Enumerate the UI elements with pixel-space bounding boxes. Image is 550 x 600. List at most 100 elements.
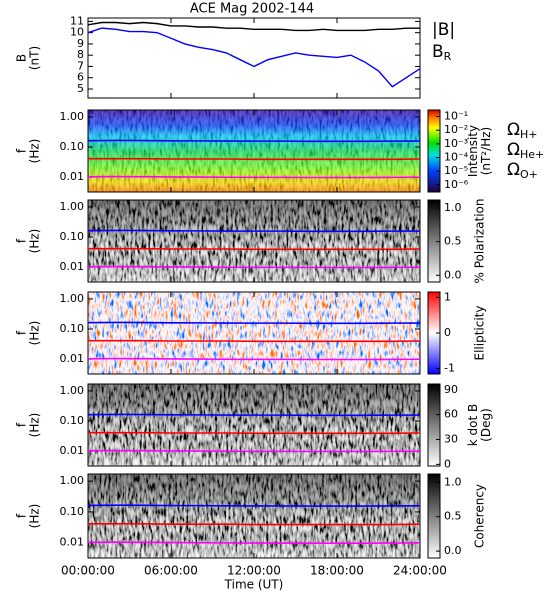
data-line <box>88 247 421 251</box>
x-tick-label: 24:00:00 <box>393 564 447 578</box>
spectrogram <box>88 474 420 558</box>
spectrogram-noise <box>88 292 420 374</box>
data-line <box>87 229 421 233</box>
colorbar <box>427 473 441 559</box>
colorbar-tick-label: 0.5 <box>444 235 462 248</box>
data-line <box>87 21 420 32</box>
colorbar-tick-label: 10⁻¹ <box>444 110 468 123</box>
colorbar-tick-label: 10⁻⁴ <box>444 151 469 164</box>
data-line <box>87 175 421 179</box>
y-tick-label: 0.01 <box>60 536 85 549</box>
colorbar-tick-label: 1.0 <box>444 475 462 488</box>
colorbar <box>427 109 441 193</box>
data-line <box>87 139 421 143</box>
data-line <box>88 157 421 161</box>
y-tick-label: 10 <box>70 26 84 39</box>
colorbar-tick-label: 0.0 <box>444 544 462 557</box>
y-tick-label: 1.00 <box>60 110 85 123</box>
y-tick-label: 6 <box>77 71 84 84</box>
colorbar-tick-label: 0.0 <box>444 268 462 281</box>
y-axis-label: f <box>15 422 29 427</box>
data-line <box>87 265 421 269</box>
legend-label: ΩO+ <box>507 160 538 181</box>
y-axis-label: f <box>15 238 29 243</box>
colorbar-tick-label: 1 <box>444 290 451 303</box>
colorbar-label: (Deg) <box>479 408 493 442</box>
y-axis-label: (Hz) <box>28 229 42 254</box>
x-axis-label: Time (UT) <box>224 578 284 592</box>
y-tick-label: 1.00 <box>60 200 85 213</box>
y-tick-label: 1.00 <box>60 474 85 487</box>
panel: 1.000.100.01f (Hz)ΩH+ΩHe+ΩO+10⁻¹10⁻²10⁻³1… <box>15 109 544 193</box>
spectrogram <box>88 384 420 466</box>
chart-title: ACE Mag 2002-144 <box>190 2 314 17</box>
panel: 1.00 0.10 0.01 f (Hz) 90 60 30 0 k dot B (Deg) <box>15 383 494 471</box>
spectrogram <box>88 200 420 282</box>
y-tick-label: 0.10 <box>60 140 85 153</box>
data-line <box>88 339 421 343</box>
colorbar-tick-label: 10⁻² <box>444 123 468 136</box>
y-tick-label: 11 <box>70 14 84 27</box>
x-tick-label: 18:00:00 <box>310 564 364 578</box>
colorbar-tick-label: 30 <box>444 432 458 445</box>
colorbar-tick-label: 0 <box>444 457 451 470</box>
spectrogram-noise <box>88 110 420 192</box>
y-tick-label: 1.00 <box>60 292 85 305</box>
colorbar-label: (nT²/Hz) <box>479 127 493 175</box>
y-axis-label: (Hz) <box>28 321 42 346</box>
y-tick-label: 8 <box>77 48 84 61</box>
colorbar-tick-label: 0.5 <box>444 510 462 523</box>
y-tick-label: 0.10 <box>60 414 85 427</box>
colorbar-tick-label: 1.0 <box>444 201 462 214</box>
colorbar-label: Intensity <box>466 125 480 177</box>
y-axis-label: (Hz) <box>28 413 42 438</box>
y-axis-label: (Hz) <box>28 504 42 529</box>
panel: 1.00 0.10 0.01 00:00:00 06:00:00 12:00:00 18:0… <box>15 473 487 592</box>
y-tick-label: 7 <box>77 59 84 72</box>
colorbar-label: % Polarization <box>473 199 487 284</box>
legend-label: ΩH+ <box>507 120 538 141</box>
data-line <box>87 321 421 325</box>
colorbar <box>427 199 441 283</box>
colorbar-tick-label: 10⁻⁶ <box>444 178 469 191</box>
spectrogram-shade <box>88 200 420 282</box>
data-line <box>87 504 421 507</box>
y-tick-label: 0.10 <box>60 505 85 518</box>
y-axis-label: f <box>15 148 29 153</box>
colorbar-tick-label: 90 <box>444 383 458 396</box>
colorbar-tick-label: 10⁻³ <box>444 137 468 150</box>
y-tick-label: 5 <box>77 82 84 95</box>
colorbar-tick-label: -1 <box>444 362 455 375</box>
data-line <box>87 357 421 361</box>
colorbar-label: Ellipticity <box>473 306 487 361</box>
data-line <box>87 449 421 453</box>
data-line <box>87 413 421 417</box>
legend-label: |B| <box>432 20 455 40</box>
y-tick-label: 0.01 <box>60 352 85 365</box>
spectrogram <box>88 110 420 192</box>
legend-label: ΩHe+ <box>507 140 544 161</box>
panel: 1.00 0.10 0.01 f (Hz) 1 0 -1 Ellipticity <box>15 290 487 374</box>
y-axis-label: (Hz) <box>28 139 42 164</box>
spectrogram-shade <box>88 474 420 558</box>
colorbar <box>427 383 441 467</box>
data-line <box>87 27 421 88</box>
colorbar-label: k dot B <box>466 404 480 446</box>
spectrogram <box>88 292 420 374</box>
y-tick-label: 0.01 <box>60 260 85 273</box>
y-axis-label: B <box>15 54 29 62</box>
y-tick-label: 9 <box>77 37 84 50</box>
y-axis-label: (nT) <box>28 46 42 70</box>
y-tick-label: 0.01 <box>60 444 85 457</box>
y-tick-label: 1.00 <box>60 384 85 397</box>
legend-label: BR <box>432 42 452 63</box>
data-line <box>87 541 421 544</box>
colorbar-tick-label: 10⁻⁵ <box>444 164 468 177</box>
x-tick-label: 12:00:00 <box>227 564 281 578</box>
data-line <box>88 431 421 435</box>
y-tick-label: 0.10 <box>60 230 85 243</box>
panel: 1.00 0.10 0.01 f (Hz) 1.0 0.5 0.0 % Polarization <box>15 199 487 284</box>
colorbar-label: Coherency <box>473 484 487 548</box>
data-line <box>88 523 421 526</box>
